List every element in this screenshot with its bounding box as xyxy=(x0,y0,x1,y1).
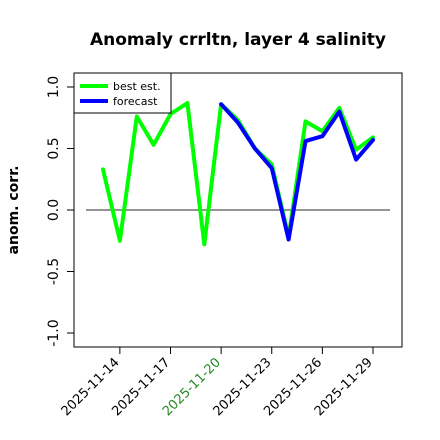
y-axis-label: anom. corr. xyxy=(6,166,22,255)
legend-label-best-est: best est. xyxy=(113,80,161,93)
chart-title: Anomaly crrltn, layer 4 salinity xyxy=(90,30,386,50)
legend-label-forecast: forecast xyxy=(113,95,158,108)
y-tick-label: -0.5 xyxy=(46,258,62,285)
y-tick-label: 0.0 xyxy=(46,199,62,221)
legend-box xyxy=(73,72,172,114)
series-lines xyxy=(101,101,375,247)
y-tick-label: -1.0 xyxy=(46,319,62,346)
legend: best est. forecast xyxy=(73,72,172,114)
series-line-forecast xyxy=(219,102,375,242)
y-tick-label: 1.0 xyxy=(46,76,62,98)
y-tick-label: 0.5 xyxy=(46,137,62,159)
